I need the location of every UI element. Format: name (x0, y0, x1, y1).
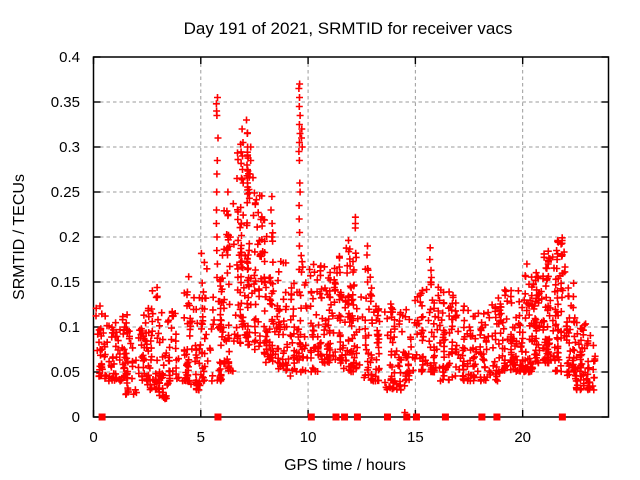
chart-title: Day 191 of 2021, SRMTID for receiver vac… (184, 19, 513, 38)
y-tick-label: 0.15 (51, 274, 80, 291)
y-axis-label: SRMTID / TECUs (11, 174, 28, 300)
y-tick-label: 0.1 (59, 319, 80, 336)
baseline-markers (98, 413, 566, 421)
baseline-square-marker (332, 413, 340, 421)
x-tick-label: 5 (197, 429, 205, 446)
y-tick-label: 0.3 (59, 139, 80, 156)
baseline-square-marker (478, 413, 486, 421)
plot-frame (92, 56, 610, 418)
baseline-square-marker (307, 413, 315, 421)
baseline-square-marker (412, 413, 420, 421)
x-tick-label: 0 (89, 429, 97, 446)
baseline-square-marker (98, 413, 106, 421)
y-tick-label: 0 (72, 409, 80, 426)
x-axis-label: GPS time / hours (284, 457, 406, 474)
tick-labels: 0 5 10 15 20 0 0.05 0.1 0.15 0.2 0.25 0.3 0.35 0.4 (51, 49, 531, 446)
data-point-pluses (92, 80, 599, 416)
y-tick-label: 0.2 (59, 229, 80, 246)
baseline-square-marker (403, 413, 411, 421)
baseline-square-marker (493, 413, 501, 421)
baseline-square-marker (214, 413, 222, 421)
y-tick-label: 0.4 (59, 49, 80, 66)
baseline-square-marker (441, 413, 449, 421)
y-tick-label: 0.05 (51, 364, 80, 381)
baseline-square-marker (353, 413, 361, 421)
x-tick-label: 15 (407, 429, 424, 446)
y-tick-label: 0.25 (51, 184, 80, 201)
y-tick-label: 0.35 (51, 94, 80, 111)
x-tick-label: 20 (514, 429, 531, 446)
baseline-square-marker (383, 413, 391, 421)
baseline-square-marker (341, 413, 349, 421)
x-tick-label: 10 (300, 429, 317, 446)
baseline-square-marker (558, 413, 566, 421)
scatter-points (92, 80, 599, 416)
